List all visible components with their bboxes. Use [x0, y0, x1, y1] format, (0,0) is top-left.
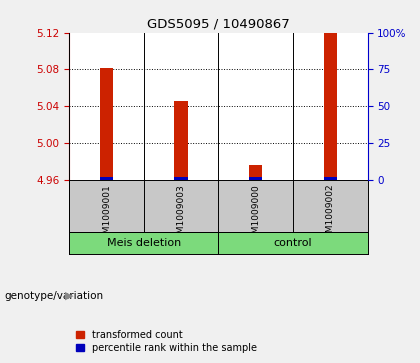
Bar	[100, 177, 113, 180]
Bar	[249, 165, 262, 180]
Legend: transformed count, percentile rank within the sample: transformed count, percentile rank withi…	[74, 328, 259, 355]
Text: genotype/variation: genotype/variation	[4, 291, 103, 301]
Bar	[100, 68, 113, 180]
Text: GSM1009002: GSM1009002	[326, 184, 335, 244]
Title: GDS5095 / 10490867: GDS5095 / 10490867	[147, 17, 290, 30]
Text: GSM1009003: GSM1009003	[177, 184, 186, 245]
Text: Meis deletion: Meis deletion	[107, 238, 181, 248]
Bar	[323, 33, 337, 180]
Bar	[249, 177, 262, 180]
Bar	[323, 177, 337, 180]
Text: control: control	[274, 238, 312, 248]
Text: GSM1009001: GSM1009001	[102, 184, 111, 245]
Bar	[218, 232, 368, 254]
Text: GSM1009000: GSM1009000	[251, 184, 260, 245]
Bar	[174, 101, 188, 180]
Bar	[174, 177, 188, 180]
Bar	[69, 232, 218, 254]
Text: ▶: ▶	[65, 291, 73, 301]
